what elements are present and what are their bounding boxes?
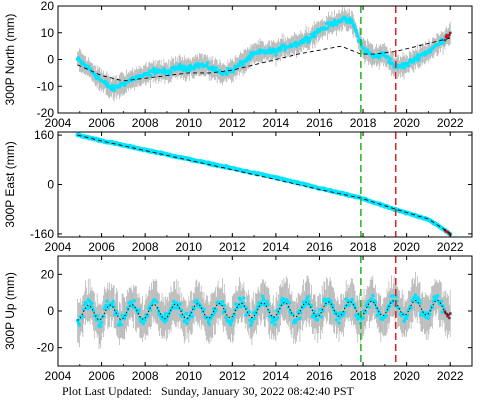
chart-panel-1: 2004 2006 2008 2010 2012 2014 2016 2018 2020 2022… <box>3 0 473 130</box>
x-tick-label: 2020 <box>393 369 420 383</box>
observed-points <box>75 293 452 328</box>
y-tick-label: 20 <box>41 0 55 13</box>
model-line <box>77 37 451 82</box>
x-tick-label: 2006 <box>88 369 115 383</box>
y-tick-label: 0 <box>47 53 54 67</box>
model-line <box>77 134 451 234</box>
x-tick-label: 2018 <box>350 240 377 254</box>
y-tick-label: -20 <box>37 341 55 355</box>
error-bars <box>77 271 451 349</box>
y-axis-label: 300P Up (mm) <box>3 272 17 350</box>
x-tick-label: 2016 <box>306 369 333 383</box>
y-tick-label: 10 <box>41 26 55 40</box>
data-layer <box>75 271 452 349</box>
x-tick-label: 2014 <box>263 369 290 383</box>
x-tick-label: 2020 <box>393 240 420 254</box>
y-tick-label: 20 <box>41 267 55 281</box>
y-tick-label: -160 <box>30 227 54 241</box>
x-tick-label: 2010 <box>175 240 202 254</box>
y-tick-label: 0 <box>47 178 54 192</box>
x-tick-label: 2014 <box>263 116 290 130</box>
chart-panel-2: 2004 2006 2008 2010 2012 2014 2016 2018 2020 2022… <box>3 128 473 254</box>
x-tick-label: 2004 <box>45 116 72 130</box>
y-tick-label: 0 <box>47 304 54 318</box>
y-axis-label: 300P East (mm) <box>3 141 17 227</box>
x-tick-label: 2020 <box>393 116 420 130</box>
x-tick-label: 2004 <box>45 369 72 383</box>
x-tick-label: 2012 <box>219 240 246 254</box>
data-layer <box>75 6 452 102</box>
recent-points <box>443 310 452 320</box>
x-tick-label: 2008 <box>132 240 159 254</box>
x-tick-label: 2006 <box>88 116 115 130</box>
x-tick-label: 2012 <box>219 369 246 383</box>
y-tick-label: -10 <box>37 79 55 93</box>
footer-label: Plot Last Updated: <box>62 384 152 398</box>
plot-frame <box>57 131 473 238</box>
model-line <box>77 299 451 321</box>
y-tick-label: -20 <box>37 106 55 120</box>
x-tick-label: 2022 <box>437 116 464 130</box>
y-tick-label: 160 <box>34 128 54 142</box>
x-tick-label: 2018 <box>350 369 377 383</box>
x-tick-label: 2010 <box>175 116 202 130</box>
x-tick-label: 2022 <box>437 240 464 254</box>
x-tick-label: 2016 <box>306 240 333 254</box>
x-tick-label: 2008 <box>132 369 159 383</box>
chart-panel-3: 2004 2006 2008 2010 2012 2014 2016 2018 2020 2022… <box>3 255 473 383</box>
y-axis-label: 300P North (mm) <box>3 14 17 106</box>
recent-points <box>443 31 452 42</box>
x-tick-label: 2014 <box>263 240 290 254</box>
observed-points <box>75 132 453 237</box>
observed-points <box>75 15 452 92</box>
data-layer <box>75 132 453 237</box>
x-tick-label: 2004 <box>45 240 72 254</box>
x-tick-label: 2012 <box>219 116 246 130</box>
x-tick-label: 2008 <box>132 116 159 130</box>
x-tick-label: 2016 <box>306 116 333 130</box>
footer-timestamp: Sunday, January 30, 2022 08:42:40 PST <box>161 384 354 398</box>
x-tick-label: 2022 <box>437 369 464 383</box>
footer: Plot Last Updated: Sunday, January 30, 2… <box>62 384 354 399</box>
x-tick-label: 2006 <box>88 240 115 254</box>
x-tick-label: 2010 <box>175 369 202 383</box>
x-tick-label: 2018 <box>350 116 377 130</box>
